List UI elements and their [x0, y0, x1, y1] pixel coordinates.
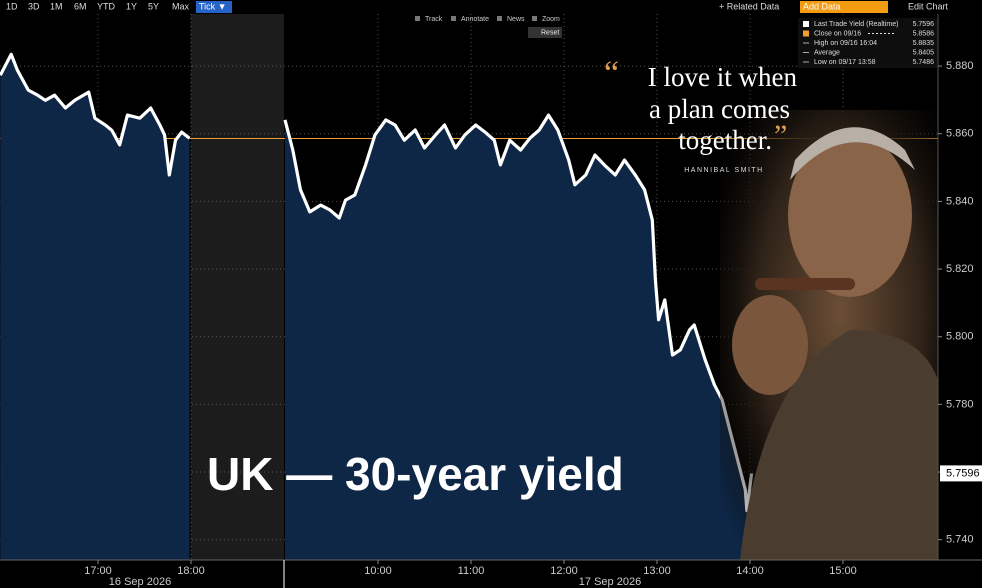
- add-data[interactable]: Add Data: [803, 1, 841, 11]
- tool-icon: [415, 16, 420, 21]
- range-button[interactable]: 1M: [50, 1, 63, 11]
- last-price-tag: [940, 465, 982, 482]
- legend-marker: [803, 30, 809, 37]
- quote-line: I love it when: [648, 62, 798, 92]
- legend-label: High on 09/16 16:04: [814, 40, 877, 47]
- tool-icon: [451, 16, 456, 21]
- legend-value: 5.7596: [913, 21, 935, 28]
- range-button[interactable]: 1D: [6, 1, 18, 11]
- legend-value: 5.8835: [913, 40, 935, 47]
- y-tick-label: 5.820: [946, 263, 974, 275]
- y-tick-label: 5.880: [946, 60, 974, 72]
- legend-value: 5.8405: [913, 49, 935, 56]
- open-quote: “: [604, 55, 619, 92]
- range-button[interactable]: YTD: [97, 1, 116, 11]
- y-tick-label: 5.860: [946, 128, 974, 140]
- range-button[interactable]: 5Y: [148, 1, 159, 11]
- tick-button[interactable]: [196, 1, 232, 13]
- range-button[interactable]: 6M: [74, 1, 87, 11]
- legend-label: Close on 09/16: [814, 30, 861, 37]
- legend-value: 5.8586: [913, 30, 935, 37]
- legend-label: Low on 09/17 13:58: [814, 59, 876, 66]
- y-tick-label: 5.740: [946, 534, 974, 546]
- y-tick-label: 5.800: [946, 331, 974, 343]
- x-tick-label: 13:00: [643, 565, 671, 577]
- chart-title: UK — 30-year yield: [207, 448, 624, 500]
- toolbar: [0, 0, 982, 14]
- related-data[interactable]: + Related Data: [719, 1, 779, 11]
- legend: [798, 18, 937, 68]
- legend-marker: [803, 21, 809, 27]
- reset-button[interactable]: [528, 27, 562, 38]
- attribution: HANNIBAL SMITH: [684, 167, 763, 174]
- session-gap: [191, 14, 284, 560]
- tool-icon: [497, 16, 502, 21]
- x-tick-label: 17:00: [84, 565, 112, 577]
- add-data-field[interactable]: [800, 1, 888, 13]
- photo: [720, 110, 938, 560]
- x-tick-label: 12:00: [550, 565, 578, 577]
- tool-button[interactable]: Annotate: [461, 16, 489, 23]
- legend-label: Average: [814, 49, 840, 56]
- x-tick-label: 10:00: [364, 565, 392, 577]
- quote-line: a plan comes: [649, 94, 790, 124]
- tool-button[interactable]: News: [507, 16, 525, 23]
- y-tick-label: 5.780: [946, 398, 974, 410]
- tool-button[interactable]: Zoom: [542, 16, 560, 23]
- x-tick-label: 15:00: [829, 565, 857, 577]
- x-tick-label: 18:00: [177, 565, 205, 577]
- reset-label[interactable]: Reset: [541, 29, 559, 36]
- last-price-label: 5.7596: [946, 467, 980, 479]
- tool-icon: [532, 16, 537, 21]
- close-quote: ”: [774, 119, 787, 152]
- legend-label: Last Trade Yield (Realtime): [814, 21, 898, 28]
- y-tick-label: 5.840: [946, 195, 974, 207]
- tick-button-label[interactable]: Tick ▼: [199, 1, 227, 11]
- x-tick-label: 11:00: [458, 565, 485, 577]
- range-button[interactable]: 3D: [28, 1, 40, 11]
- line: [0, 52, 754, 513]
- area: [0, 54, 752, 561]
- range-button[interactable]: 1Y: [126, 1, 137, 11]
- tool-button[interactable]: Track: [425, 16, 443, 23]
- x-tick-label: 14:00: [736, 565, 764, 577]
- legend-value: 5.7486: [913, 59, 935, 66]
- quote-line: together.: [678, 125, 772, 155]
- date-label: 16 Sep 2026: [109, 576, 171, 588]
- range-button[interactable]: Max: [172, 1, 190, 11]
- quote: “ I love it when a plan comes together. …: [604, 55, 797, 174]
- edit-chart[interactable]: Edit Chart: [908, 1, 949, 11]
- date-label: 17 Sep 2026: [579, 576, 641, 588]
